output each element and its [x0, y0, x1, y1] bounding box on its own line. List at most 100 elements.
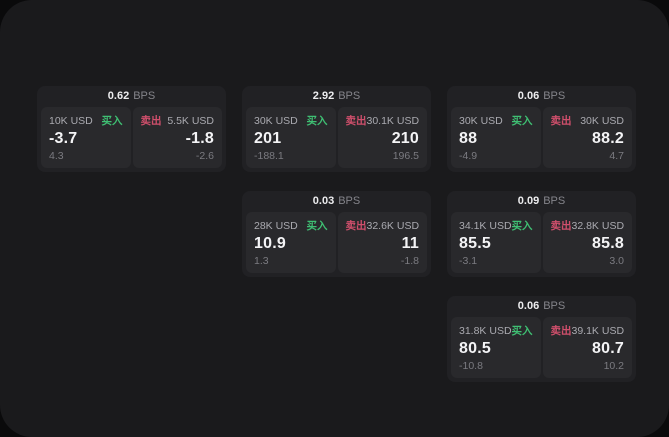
quote-tile-body: 28K USD 买入 10.9 1.3 卖出 32.6K USD 11 -1.8: [246, 212, 427, 273]
quote-tile-body: 30K USD 买入 201 -188.1 卖出 30.1K USD 210 1…: [246, 107, 427, 168]
bps-unit-label: BPS: [133, 90, 156, 102]
sell-quote-panel[interactable]: 卖出 39.1K USD 80.7 10.2: [542, 317, 632, 378]
sell-panel-top: 卖出 39.1K USD: [551, 323, 625, 338]
bps-spread-value: 0.62: [107, 90, 130, 102]
sell-quote-panel[interactable]: 卖出 30.1K USD 210 196.5: [337, 107, 427, 168]
bps-unit-label: BPS: [338, 195, 361, 207]
sell-delta: -1.8: [400, 255, 419, 267]
bps-spread-header: 0.09 BPS: [451, 191, 632, 212]
sell-amount: 30.1K USD: [366, 114, 420, 127]
sell-panel-top: 卖出 30.1K USD: [346, 113, 420, 128]
buy-price: 80.5: [459, 340, 491, 357]
sell-delta: -2.6: [195, 150, 214, 162]
sell-panel-top: 卖出 32.6K USD: [346, 218, 420, 233]
sell-amount: 39.1K USD: [571, 324, 625, 337]
buy-amount: 30K USD: [254, 114, 298, 127]
sell-side-label: 卖出: [550, 220, 572, 232]
sell-delta: 10.2: [603, 360, 624, 372]
buy-panel-top: 30K USD 买入: [459, 113, 533, 128]
buy-amount: 34.1K USD: [459, 219, 512, 232]
sell-amount: 5.5K USD: [167, 114, 214, 127]
sell-side-label: 卖出: [345, 220, 367, 232]
bps-spread-header: 2.92 BPS: [246, 86, 427, 107]
buy-amount: 31.8K USD: [459, 324, 512, 337]
bps-spread-header: 0.06 BPS: [451, 86, 632, 107]
quote-tile-grid: 0.62 BPS 10K USD 买入 -3.7 4.3 卖出 5.5K USD…: [37, 86, 636, 382]
bps-spread-value: 0.09: [517, 195, 540, 207]
buy-amount: 10K USD: [49, 114, 93, 127]
sell-delta: 4.7: [609, 150, 624, 162]
quote-tile: 0.09 BPS 34.1K USD 买入 85.5 -3.1 卖出 32.8K…: [447, 191, 636, 277]
quote-tile: 2.92 BPS 30K USD 买入 201 -188.1 卖出 30.1K …: [242, 86, 431, 172]
buy-quote-panel[interactable]: 30K USD 买入 88 -4.9: [451, 107, 541, 168]
sell-amount: 32.8K USD: [571, 219, 625, 232]
buy-side-label: 买入: [101, 115, 123, 127]
buy-quote-panel[interactable]: 34.1K USD 买入 85.5 -3.1: [451, 212, 541, 273]
buy-quote-panel[interactable]: 10K USD 买入 -3.7 4.3: [41, 107, 131, 168]
buy-delta: 4.3: [49, 150, 64, 162]
buy-price: 10.9: [254, 235, 286, 252]
sell-side-label: 卖出: [550, 115, 572, 127]
bps-spread-value: 0.06: [517, 90, 540, 102]
quote-tile-body: 30K USD 买入 88 -4.9 卖出 30K USD 88.2 4.7: [451, 107, 632, 168]
sell-side-label: 卖出: [345, 115, 367, 127]
bps-spread-value: 2.92: [312, 90, 335, 102]
sell-quote-panel[interactable]: 卖出 5.5K USD -1.8 -2.6: [132, 107, 222, 168]
sell-side-label: 卖出: [550, 325, 572, 337]
buy-panel-top: 31.8K USD 买入: [459, 323, 533, 338]
buy-amount: 28K USD: [254, 219, 298, 232]
buy-delta: -3.1: [459, 255, 478, 267]
sell-panel-top: 卖出 32.8K USD: [551, 218, 625, 233]
quote-tile: 0.06 BPS 31.8K USD 买入 80.5 -10.8 卖出 39.1…: [447, 296, 636, 382]
quote-tile: 0.06 BPS 30K USD 买入 88 -4.9 卖出 30K USD 8…: [447, 86, 636, 172]
quote-tile: 0.03 BPS 28K USD 买入 10.9 1.3 卖出 32.6K US…: [242, 191, 431, 277]
buy-side-label: 买入: [511, 325, 533, 337]
bps-spread-header: 0.06 BPS: [451, 296, 632, 317]
buy-panel-top: 10K USD 买入: [49, 113, 123, 128]
sell-quote-panel[interactable]: 卖出 30K USD 88.2 4.7: [542, 107, 632, 168]
sell-price: 88.2: [592, 130, 624, 147]
buy-side-label: 买入: [306, 115, 328, 127]
buy-price: 88: [459, 130, 478, 147]
sell-quote-panel[interactable]: 卖出 32.6K USD 11 -1.8: [337, 212, 427, 273]
sell-panel-top: 卖出 30K USD: [551, 113, 625, 128]
buy-delta: -4.9: [459, 150, 478, 162]
bps-unit-label: BPS: [338, 90, 361, 102]
quote-tile-body: 10K USD 买入 -3.7 4.3 卖出 5.5K USD -1.8 -2.…: [41, 107, 222, 168]
buy-side-label: 买入: [511, 220, 533, 232]
bps-unit-label: BPS: [543, 300, 566, 312]
buy-quote-panel[interactable]: 31.8K USD 买入 80.5 -10.8: [451, 317, 541, 378]
sell-delta: 196.5: [392, 150, 419, 162]
buy-side-label: 买入: [306, 220, 328, 232]
sell-side-label: 卖出: [140, 115, 162, 127]
quote-tile: 0.62 BPS 10K USD 买入 -3.7 4.3 卖出 5.5K USD…: [37, 86, 226, 172]
sell-price: 80.7: [592, 340, 624, 357]
buy-side-label: 买入: [511, 115, 533, 127]
buy-panel-top: 30K USD 买入: [254, 113, 328, 128]
sell-price: -1.8: [185, 130, 214, 147]
buy-delta: 1.3: [254, 255, 269, 267]
bps-unit-label: BPS: [543, 90, 566, 102]
bps-spread-value: 0.06: [517, 300, 540, 312]
sell-price: 85.8: [592, 235, 624, 252]
sell-amount: 32.6K USD: [366, 219, 420, 232]
buy-panel-top: 28K USD 买入: [254, 218, 328, 233]
sell-quote-panel[interactable]: 卖出 32.8K USD 85.8 3.0: [542, 212, 632, 273]
buy-panel-top: 34.1K USD 买入: [459, 218, 533, 233]
sell-price: 11: [401, 235, 419, 252]
buy-price: 201: [254, 130, 282, 147]
buy-quote-panel[interactable]: 28K USD 买入 10.9 1.3: [246, 212, 336, 273]
bps-unit-label: BPS: [543, 195, 566, 207]
bps-spread-header: 0.03 BPS: [246, 191, 427, 212]
sell-panel-top: 卖出 5.5K USD: [141, 113, 215, 128]
buy-quote-panel[interactable]: 30K USD 买入 201 -188.1: [246, 107, 336, 168]
buy-price: 85.5: [459, 235, 491, 252]
buy-delta: -188.1: [254, 150, 284, 162]
quote-tile-body: 34.1K USD 买入 85.5 -3.1 卖出 32.8K USD 85.8…: [451, 212, 632, 273]
buy-delta: -10.8: [459, 360, 483, 372]
bps-spread-header: 0.62 BPS: [41, 86, 222, 107]
sell-amount: 30K USD: [580, 114, 624, 127]
buy-price: -3.7: [49, 130, 78, 147]
quote-tile-body: 31.8K USD 买入 80.5 -10.8 卖出 39.1K USD 80.…: [451, 317, 632, 378]
sell-delta: 3.0: [609, 255, 624, 267]
